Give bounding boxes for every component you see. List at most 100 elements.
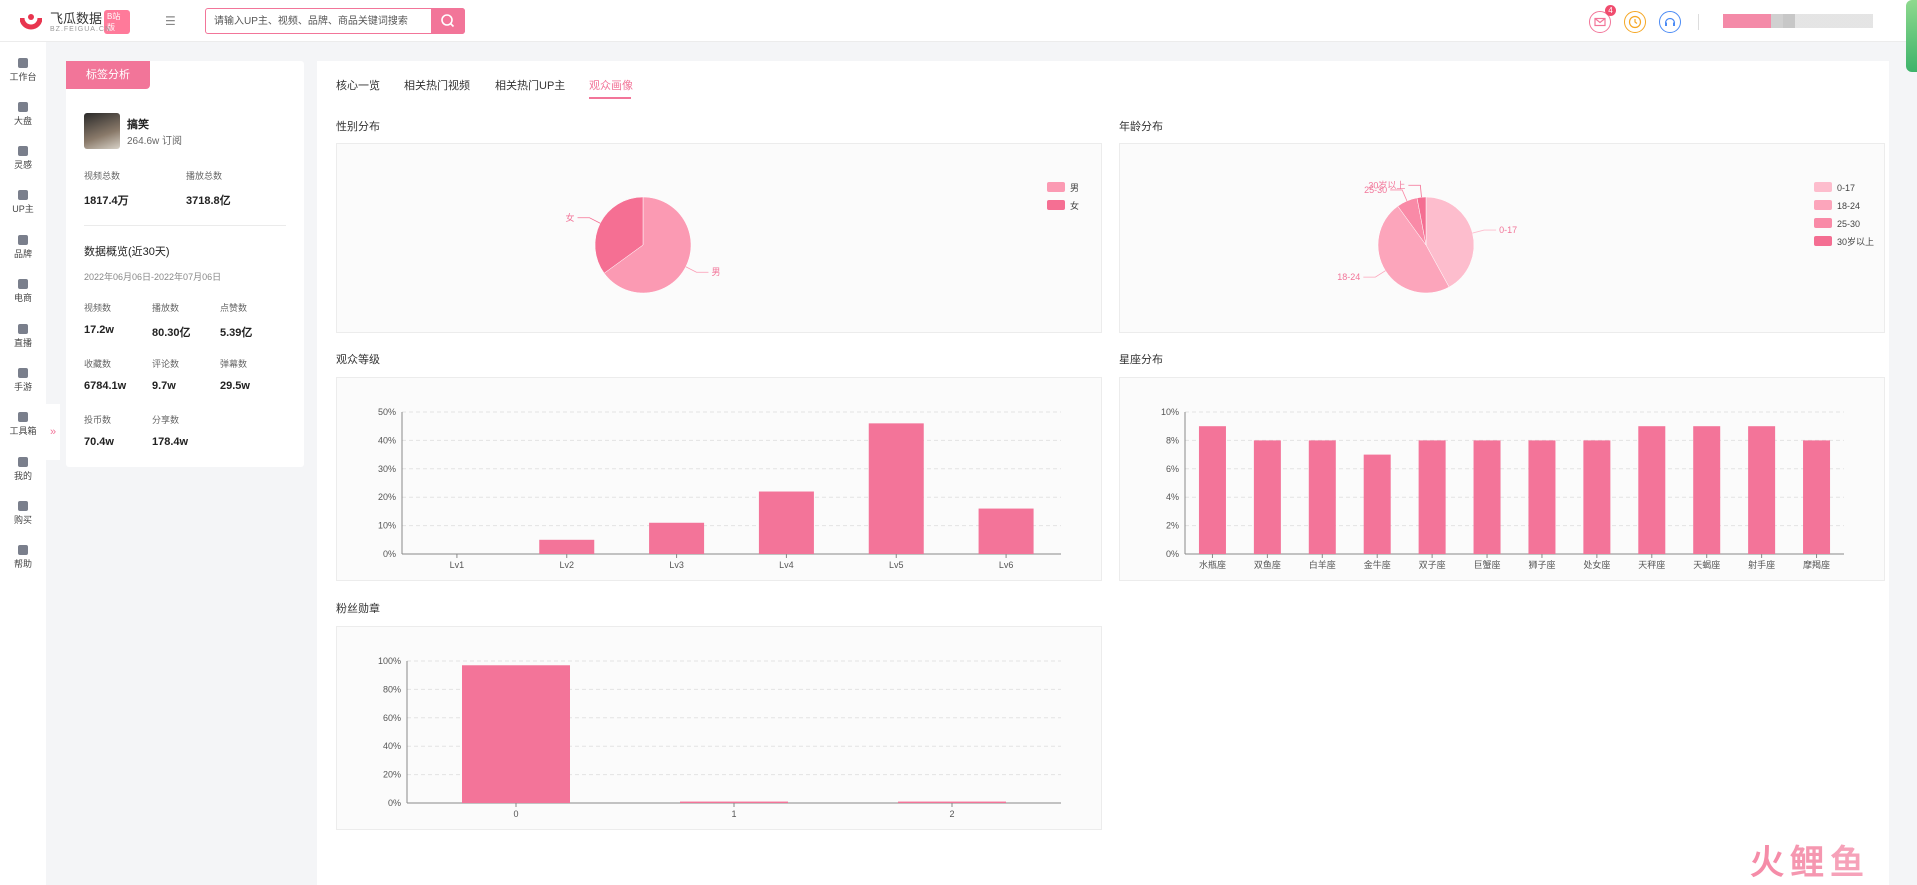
app-logo[interactable]: 飞瓜数据 B站版 BZ.FEIGUA.CN (20, 8, 130, 34)
bar (680, 801, 788, 803)
tab-hot-up[interactable]: 相关热门UP主 (495, 80, 566, 92)
bar (1748, 426, 1776, 554)
x-tick-label: 2 (949, 809, 954, 819)
pie-label-line (1472, 229, 1497, 234)
stat-value: 5.39亿 (220, 327, 253, 339)
stat-value: 29.5w (220, 380, 250, 392)
stat-label: 投币数 (84, 415, 112, 425)
legend-swatch (1814, 236, 1832, 246)
gender-chart-card: 男女男女 (336, 143, 1102, 333)
x-tick-label: 金牛座 (1364, 559, 1391, 570)
stat-value: 6784.1w (84, 380, 127, 392)
sidebar-item-purchase[interactable]: 购买 (0, 493, 46, 537)
y-tick-label: 0% (1166, 549, 1179, 559)
app-name: 飞瓜数据 (50, 11, 103, 26)
up-name: 搞笑 (127, 119, 149, 131)
side-float-tab[interactable] (1906, 0, 1917, 72)
legend-label: 0-17 (1837, 183, 1855, 193)
user-icon (18, 457, 28, 467)
bar (898, 801, 1006, 803)
y-tick-label: 20% (383, 770, 401, 780)
sidebar-item-brand[interactable]: 品牌 (0, 227, 46, 271)
bar (978, 508, 1034, 554)
topbar-divider (1698, 14, 1699, 30)
pie-label: 女 (566, 212, 575, 223)
zodiac-chart-card: 0% 2% 4% 6% 8% 10% 水瓶座 双鱼座 白羊座 金牛座 双子座 巨蟹座 狮子座 处女座 天秤座… (1119, 377, 1885, 581)
x-tick-label: Lv2 (559, 560, 574, 570)
gamepad-icon (18, 368, 28, 378)
sidebar-item-label: 大盘 (13, 116, 32, 126)
history-button[interactable] (1624, 11, 1646, 33)
clock-icon (1628, 15, 1642, 29)
sidebar-item-mine[interactable]: 我的 (0, 449, 46, 493)
x-tick-label: 白羊座 (1309, 559, 1336, 570)
stat-value: 9.7w (152, 380, 176, 392)
sidebar-item-workbench[interactable]: 工作台 (0, 50, 46, 94)
y-tick-label: 10% (378, 521, 396, 531)
pie-label: 30岁以上 (1368, 179, 1405, 190)
sidebar-item-live[interactable]: 直播 (0, 316, 46, 360)
y-tick-label: 6% (1166, 464, 1179, 474)
logo-icon (20, 14, 42, 30)
x-tick-label: 巨蟹座 (1474, 559, 1501, 570)
stat-label: 视频数 (84, 303, 112, 313)
legend-label: 30岁以上 (1837, 236, 1874, 247)
tab-audience-profile[interactable]: 观众画像 (589, 80, 633, 92)
y-tick-label: 10% (1161, 407, 1179, 417)
sidebar-item-mobile-games[interactable]: 手游 (0, 360, 46, 404)
sidebar-item-ecommerce[interactable]: 电商 (0, 271, 46, 315)
sidebar-item-help[interactable]: 帮助 (0, 537, 46, 581)
home-icon (18, 58, 28, 68)
y-tick-label: 4% (1166, 492, 1179, 502)
x-tick-label: Lv3 (669, 560, 684, 570)
y-tick-label: 8% (1166, 435, 1179, 445)
x-tick-label: Lv1 (450, 560, 465, 570)
y-tick-label: 80% (383, 684, 401, 694)
headset-icon (1664, 17, 1676, 26)
toolbox-icon (18, 412, 28, 422)
tag-panel: 标签分析 搞笑 264.6w 订阅 视频总数 1817.4万 播放总数 3718… (66, 61, 304, 467)
bar (1528, 440, 1556, 554)
sidebar-item-label: 我的 (13, 471, 32, 481)
tab-hot-videos[interactable]: 相关热门视频 (404, 80, 470, 92)
search-input[interactable] (214, 13, 419, 29)
section-title-medal: 粉丝勋章 (336, 603, 380, 615)
menu-toggle-icon[interactable]: ☰ (165, 14, 176, 28)
svg-text:鱼: 鱼 (1830, 843, 1864, 883)
x-tick-label: 天蝎座 (1693, 559, 1720, 570)
stat-label: 点赞数 (220, 303, 248, 313)
legend-label: 18-24 (1837, 201, 1860, 211)
sidebar-item-market[interactable]: 大盘 (0, 94, 46, 138)
sidebar-item-toolbox[interactable]: 工具箱 (0, 404, 46, 448)
sidebar-item-inspiration[interactable]: 灵感 (0, 138, 46, 182)
main-panel: 核心一览 相关热门视频 相关热门UP主 观众画像 性别分布 年龄分布 观众等级 … (317, 61, 1889, 885)
sidebar-item-label: 直播 (13, 338, 32, 348)
pie-label-line (577, 217, 601, 224)
user-account[interactable] (1723, 14, 1873, 28)
sidebar-item-label: 工作台 (9, 72, 37, 82)
section-title-gender: 性别分布 (336, 121, 380, 133)
legend-swatch (1047, 182, 1065, 192)
stat-label: 收藏数 (84, 359, 112, 369)
bar (1198, 426, 1226, 554)
legend-label: 女 (1070, 200, 1079, 211)
mail-button[interactable] (1589, 11, 1611, 33)
tag-analysis-tab[interactable]: 标签分析 (66, 61, 150, 89)
legend-label: 25-30 (1837, 219, 1860, 229)
search-button[interactable] (431, 8, 465, 34)
x-tick-label: 双子座 (1419, 559, 1446, 570)
legend-label: 男 (1070, 183, 1079, 193)
top-bar: 飞瓜数据 B站版 BZ.FEIGUA.CN ☰ 4 (0, 0, 1917, 42)
y-tick-label: 2% (1166, 521, 1179, 531)
bar (758, 491, 814, 554)
support-button[interactable] (1659, 11, 1681, 33)
tab-core-overview[interactable]: 核心一览 (336, 80, 380, 92)
stat-label: 分享数 (152, 415, 180, 425)
sidebar-item-up[interactable]: UP主 (0, 182, 46, 226)
x-tick-label: 狮子座 (1528, 559, 1555, 570)
sidebar-expand-icon[interactable]: » (46, 404, 60, 460)
sidebar-item-label: 品牌 (13, 249, 32, 259)
stat-label: 弹幕数 (220, 359, 248, 369)
stat-label: 视频总数 (84, 171, 121, 181)
mail-icon (1594, 17, 1606, 27)
